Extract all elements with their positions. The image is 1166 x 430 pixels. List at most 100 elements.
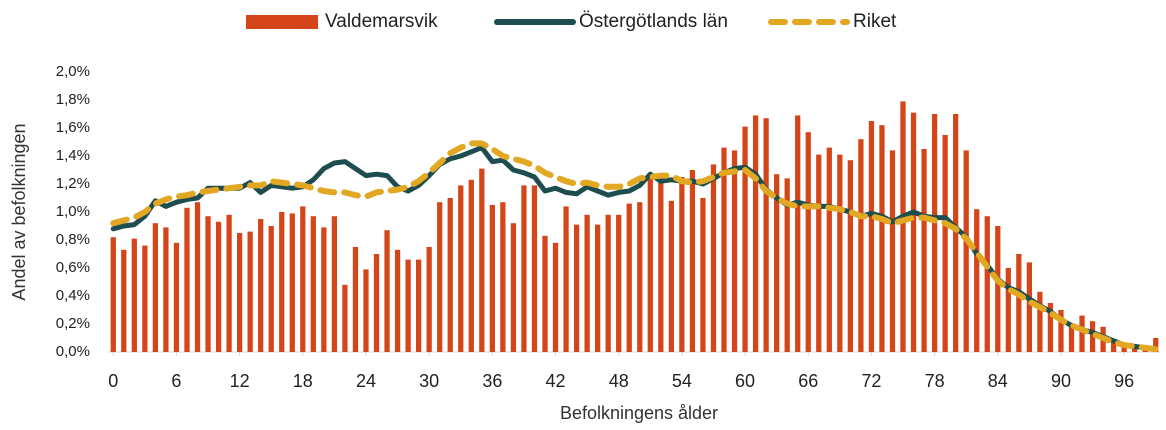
y-tick-label: 0,4% — [56, 287, 90, 304]
bar — [942, 135, 948, 352]
bar — [721, 147, 727, 352]
bar — [826, 147, 832, 352]
bar — [1016, 254, 1022, 352]
bar — [910, 112, 917, 352]
y-tick-label: 1,8% — [56, 91, 90, 108]
bar — [1005, 268, 1011, 352]
bar — [668, 200, 674, 352]
bar — [163, 227, 169, 352]
legend-label: Valdemarsvik — [325, 11, 438, 32]
bar — [352, 247, 359, 352]
bar — [731, 150, 738, 352]
bar — [468, 179, 474, 352]
bar — [616, 214, 622, 352]
bar — [847, 160, 853, 352]
bar — [563, 206, 569, 352]
bar — [247, 231, 253, 352]
bar — [889, 150, 896, 352]
bar — [658, 179, 664, 352]
bar — [868, 121, 875, 352]
bar — [700, 198, 706, 352]
bar — [521, 185, 527, 352]
bar — [974, 209, 980, 352]
bar — [1089, 321, 1096, 352]
bar — [1068, 324, 1075, 352]
x-tick-label: 30 — [419, 371, 439, 391]
bar — [795, 115, 801, 353]
bar — [142, 245, 148, 352]
bar — [184, 207, 190, 352]
bar — [984, 216, 990, 352]
x-tick-label: 6 — [171, 371, 181, 391]
bar — [152, 223, 159, 352]
x-tick-label: 0 — [108, 371, 118, 391]
bar — [963, 150, 969, 352]
bar — [637, 202, 643, 352]
bar — [921, 149, 927, 352]
bar — [300, 206, 306, 352]
bar — [858, 139, 864, 352]
bar — [1132, 346, 1138, 352]
x-axis-label: Befolkningens ålder — [560, 403, 718, 423]
bar — [837, 154, 843, 352]
bar — [500, 202, 506, 352]
bar — [1037, 291, 1043, 352]
bar — [1079, 315, 1085, 352]
line — [110, 140, 1159, 353]
bar — [110, 237, 116, 352]
y-axis-label: Andel av befolkningen — [9, 123, 29, 300]
y-tick-label: 0,8% — [56, 231, 90, 248]
bar — [173, 242, 180, 352]
bar — [289, 213, 295, 352]
bar — [542, 235, 548, 352]
x-tick-label: 54 — [672, 371, 692, 391]
bar — [1058, 310, 1064, 352]
y-tick-label: 0,2% — [56, 315, 90, 332]
bar — [194, 202, 201, 352]
bar — [121, 249, 127, 352]
bar — [258, 219, 264, 352]
bar — [447, 198, 453, 352]
bar — [489, 205, 495, 352]
x-tick-label: 60 — [735, 371, 755, 391]
bar — [953, 114, 959, 352]
bar — [394, 249, 401, 352]
bar — [384, 230, 390, 352]
y-tick-label: 2,0% — [56, 63, 90, 80]
bar — [215, 221, 222, 352]
bar — [405, 259, 411, 352]
bar — [784, 178, 790, 352]
bar — [331, 216, 338, 352]
legend-swatch — [246, 15, 318, 29]
bar — [774, 174, 780, 352]
bar — [510, 223, 517, 352]
y-tick-label: 1,2% — [56, 175, 90, 192]
bar — [1110, 340, 1117, 352]
bar — [931, 114, 938, 352]
y-tick-label: 0,0% — [56, 343, 90, 360]
bar — [236, 233, 243, 352]
x-tick-label: 66 — [798, 371, 818, 391]
bar — [742, 126, 748, 352]
bar — [879, 125, 885, 352]
bar — [279, 212, 285, 352]
bar — [552, 242, 559, 352]
bar — [710, 164, 717, 352]
x-tick-label: 48 — [609, 371, 629, 391]
bar — [205, 216, 211, 352]
bar — [426, 247, 432, 352]
bar — [584, 214, 590, 352]
bar — [131, 238, 137, 352]
bar — [321, 227, 327, 352]
x-tick-label: 78 — [925, 371, 945, 391]
bar — [595, 224, 601, 352]
legend-label: Östergötlands län — [579, 11, 728, 32]
x-tick-label: 36 — [482, 371, 502, 391]
bar — [805, 132, 811, 352]
bar — [416, 259, 422, 352]
bar — [763, 118, 769, 352]
x-tick-label: 12 — [230, 371, 250, 391]
bar — [900, 101, 906, 353]
legend-label: Riket — [853, 11, 897, 32]
